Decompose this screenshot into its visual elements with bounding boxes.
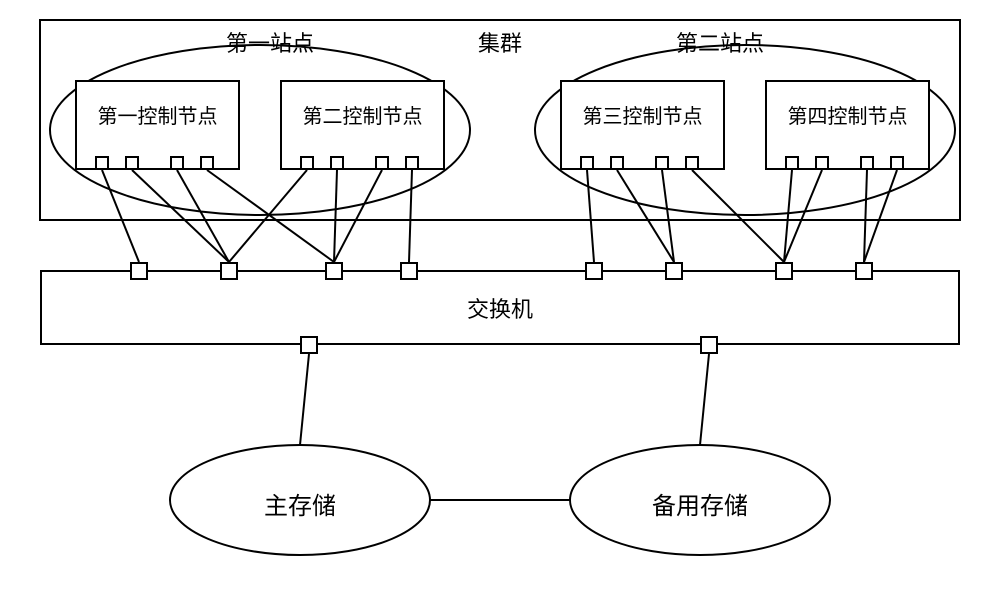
site-label-0: 第一站点 (210, 26, 330, 58)
node-port (890, 156, 904, 170)
switch-port-top (220, 262, 238, 280)
node-port (815, 156, 829, 170)
switch-port-top (585, 262, 603, 280)
node-port (125, 156, 139, 170)
switch-port-bottom (300, 336, 318, 354)
site-label-1: 第二站点 (660, 26, 780, 58)
node-port (300, 156, 314, 170)
node-port (200, 156, 214, 170)
cluster-label: 集群 (460, 26, 540, 58)
node-port (330, 156, 344, 170)
switch-port-top (325, 262, 343, 280)
node-port (405, 156, 419, 170)
storage-label-0: 主存储 (220, 486, 380, 521)
node-port (860, 156, 874, 170)
control-node-label: 第二控制节点 (282, 100, 443, 129)
node-port (610, 156, 624, 170)
switch-port-top (665, 262, 683, 280)
switch-box: 交换机 (40, 270, 960, 345)
storage-label-1: 备用存储 (620, 486, 780, 521)
node-port (170, 156, 184, 170)
switch-port-top (855, 262, 873, 280)
node-port (95, 156, 109, 170)
switch-port-top (775, 262, 793, 280)
switch-port-bottom (700, 336, 718, 354)
switch-port-top (130, 262, 148, 280)
node-port (580, 156, 594, 170)
switch-label: 交换机 (467, 292, 533, 324)
control-node-label: 第三控制节点 (562, 100, 723, 129)
node-port (785, 156, 799, 170)
node-port (375, 156, 389, 170)
node-port (685, 156, 699, 170)
control-node-label: 第一控制节点 (77, 100, 238, 129)
node-port (655, 156, 669, 170)
control-node-label: 第四控制节点 (767, 100, 928, 129)
switch-port-top (400, 262, 418, 280)
